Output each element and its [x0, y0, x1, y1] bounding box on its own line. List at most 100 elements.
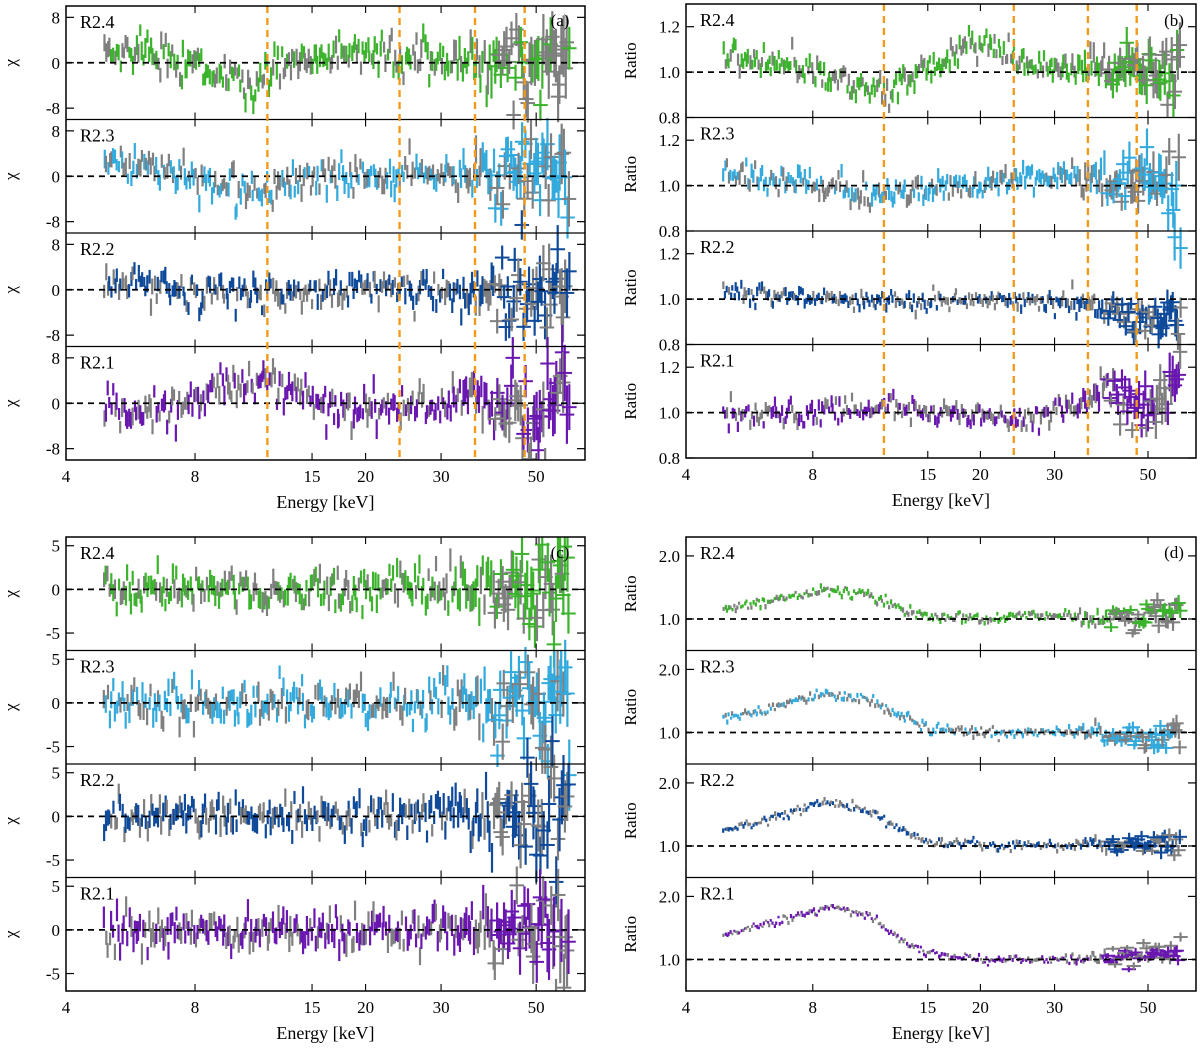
data-points	[103, 537, 576, 668]
row-R2.2: 1.0 2.0 Ratio R2.2	[621, 763, 1196, 878]
y-tick-label: 5	[52, 650, 61, 669]
data-points	[103, 715, 576, 908]
panel-frame	[65, 5, 586, 461]
x-tick-label: 4	[62, 998, 71, 1017]
x-tick-label: 30	[1046, 465, 1063, 484]
y-axis-title: Ratio	[621, 575, 640, 612]
data-points	[722, 688, 1187, 755]
y-axis-title: χ	[1, 817, 20, 826]
region-label: R2.4	[700, 543, 735, 563]
data-points	[722, 279, 1188, 350]
panel-tag: (b)	[1164, 11, 1184, 30]
y-tick-label: 1.2	[659, 131, 680, 150]
y-tick-label: 0	[52, 167, 61, 186]
data-points	[103, 11, 577, 130]
y-tick-label: 0.8	[659, 109, 680, 128]
row-R2.1: -5 0 5 χ R2.1	[1, 866, 585, 991]
panel-frame	[65, 536, 586, 992]
y-tick-label: 0	[52, 807, 61, 826]
y-tick-label: 2.0	[659, 774, 680, 793]
y-tick-label: 0.8	[659, 222, 680, 241]
region-label: R2.1	[700, 351, 735, 371]
region-label: R2.2	[80, 770, 115, 790]
y-tick-label: 1.2	[659, 245, 680, 264]
y-axis-title: Ratio	[621, 689, 640, 726]
row-R2.3: -8 0 8 χ R2.3	[1, 117, 585, 239]
y-tick-label: -8	[46, 440, 60, 459]
y-tick-label: 0	[52, 54, 61, 73]
y-axis-title: Ratio	[621, 269, 640, 306]
y-tick-label: 8	[52, 122, 61, 141]
region-label: R2.4	[700, 10, 735, 30]
y-tick-label: 0.8	[659, 336, 680, 355]
y-axis-title: χ	[1, 703, 20, 712]
y-tick-label: 1.0	[659, 610, 680, 629]
y-tick-label: 0	[52, 281, 61, 300]
row-R2.2: -8 0 8 χ R2.2	[1, 210, 585, 348]
region-label: R2.4	[80, 12, 115, 32]
y-axis-title: Ratio	[621, 42, 640, 79]
region-label: R2.3	[80, 126, 115, 146]
y-tick-label: 8	[52, 235, 61, 254]
y-tick-label: 1.2	[659, 358, 680, 377]
region-label: R2.1	[80, 884, 115, 904]
x-tick-label: 15	[304, 467, 321, 486]
y-axis-title: χ	[1, 590, 20, 599]
data-points	[722, 128, 1188, 269]
y-axis-title: Ratio	[621, 383, 640, 420]
y-axis-title: χ	[1, 930, 20, 939]
y-tick-label: 1.2	[659, 18, 680, 37]
x-tick-label: 50	[1140, 465, 1157, 484]
y-tick-label: 1.0	[659, 63, 680, 82]
region-label: R2.2	[80, 239, 115, 259]
y-tick-label: -5	[46, 965, 60, 984]
x-tick-label: 8	[191, 467, 200, 486]
y-tick-label: 1.0	[659, 290, 680, 309]
y-tick-label: 5	[52, 537, 61, 556]
x-tick-label: 50	[528, 998, 545, 1017]
row-R2.2: 0.8 1.0 1.2 Ratio R2.2	[621, 230, 1196, 355]
x-tick-label: 50	[528, 467, 545, 486]
row-R2.1: 0.8 1.0 1.2 Ratio R2.1	[621, 334, 1196, 468]
y-tick-label: 0.8	[659, 449, 680, 468]
x-tick-label: 15	[919, 465, 936, 484]
y-tick-label: 1.0	[659, 404, 680, 423]
y-tick-label: -8	[46, 99, 60, 118]
row-R2.4: -8 0 8 χ R2.4	[1, 6, 585, 130]
y-axis-title: χ	[1, 399, 20, 408]
data-points	[722, 797, 1187, 862]
y-axis-title: χ	[1, 59, 20, 68]
y-tick-label: -5	[46, 624, 60, 643]
x-axis-title: Energy [keV]	[892, 490, 990, 510]
region-label: R2.3	[700, 124, 735, 144]
x-axis-title: Energy [keV]	[276, 1023, 374, 1043]
data-points	[722, 583, 1188, 638]
panel-c: -5 0 5 χ R2.4 -5 0 5 χ R2.3 -5 0 5 χ R2.2 -5 0 5 χ R2.1 4 8 15…	[1, 536, 586, 1043]
x-tick-label: 15	[304, 998, 321, 1017]
row-R2.3: -5 0 5 χ R2.3	[1, 639, 585, 811]
data-points	[103, 210, 577, 348]
y-axis-title: χ	[1, 286, 20, 295]
panel-a: -8 0 8 χ R2.4 -8 0 8 χ R2.3 -8 0 8 χ R2.2 -8 0 8 χ R2.1 4 8 15…	[1, 5, 586, 512]
x-tick-label: 20	[357, 998, 374, 1017]
region-label: R2.2	[700, 770, 735, 790]
y-tick-label: -5	[46, 738, 60, 757]
region-label: R2.3	[700, 657, 735, 677]
x-tick-label: 20	[972, 465, 989, 484]
row-R2.4: -5 0 5 χ R2.4	[1, 537, 585, 668]
y-tick-label: 5	[52, 764, 61, 783]
y-tick-label: 1.0	[659, 837, 680, 856]
panel-d: 1.0 2.0 Ratio R2.4 1.0 2.0 Ratio R2.3 1.02.0Rati…	[621, 536, 1197, 1043]
x-tick-label: 30	[433, 998, 450, 1017]
region-label: R2.3	[80, 657, 115, 677]
region-label: R2.2	[700, 237, 735, 257]
data-points	[722, 22, 1188, 118]
panel-b: 0.8 1.0 1.2 Ratio R2.4 0.8 1.0 1.2 Ratio R2.3 0.8 1…	[621, 3, 1197, 510]
row-R2.4: 1.0 2.0 Ratio R2.4	[621, 537, 1196, 651]
data-points	[102, 639, 577, 811]
y-tick-label: 2.0	[659, 547, 680, 566]
y-tick-label: 8	[52, 349, 61, 368]
panel-tag: (c)	[551, 543, 570, 562]
row-R2.2: -5 0 5 χ R2.2	[1, 715, 585, 908]
